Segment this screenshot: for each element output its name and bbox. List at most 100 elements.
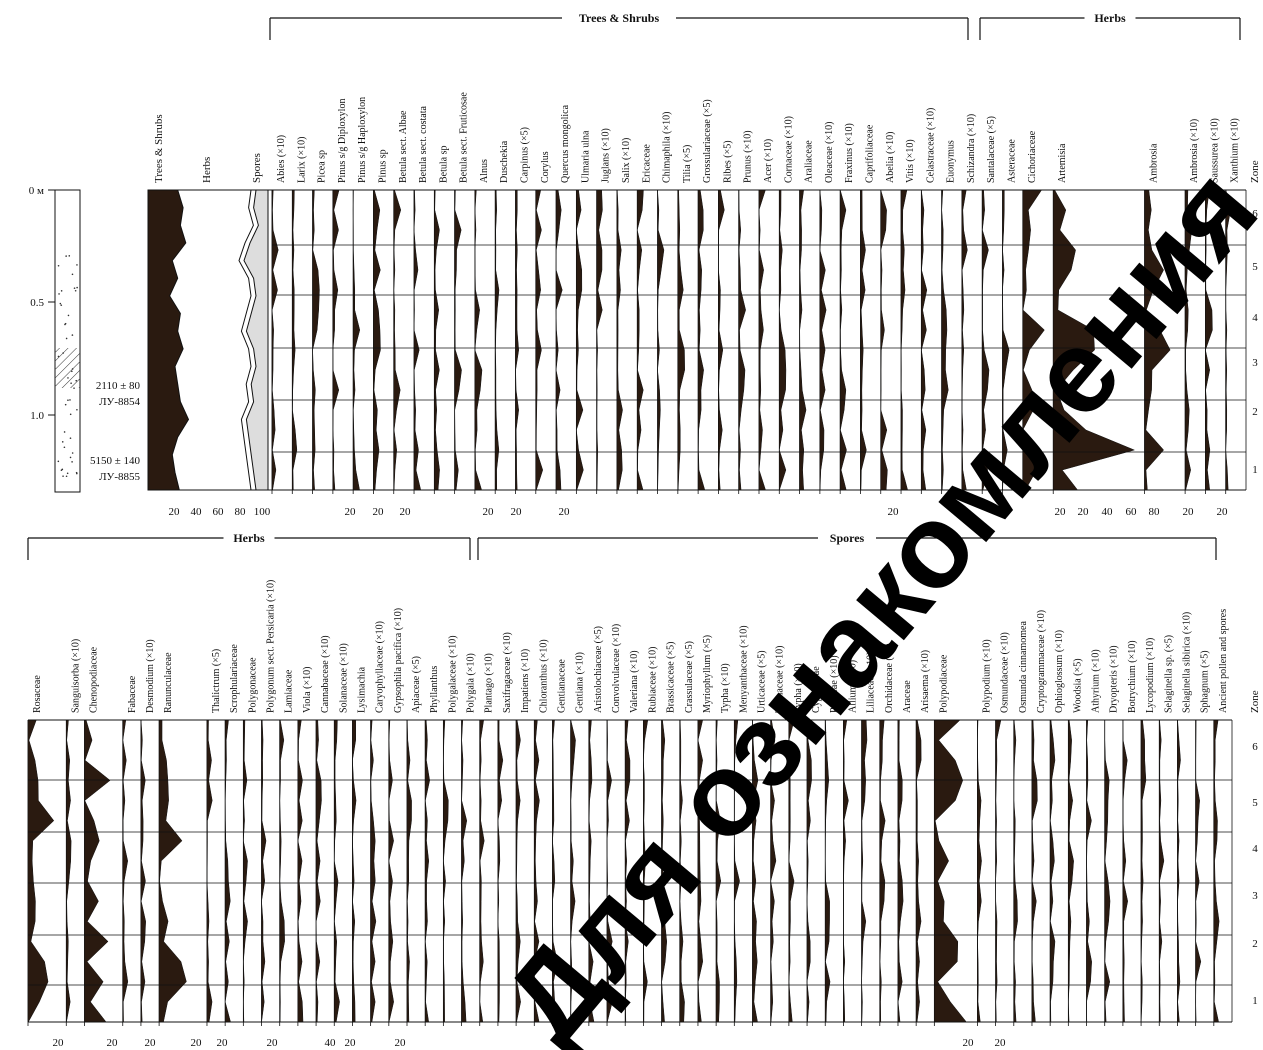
section-dot xyxy=(67,399,69,402)
taxon-label: Phyllanthus xyxy=(429,666,440,713)
taxon-label: Poaceae (×10) xyxy=(829,655,840,713)
zone-number: 4 xyxy=(1252,312,1258,324)
taxon-curve xyxy=(1144,189,1171,491)
taxon-curve xyxy=(552,719,558,1023)
taxon-curve xyxy=(406,719,412,1023)
summary-label: Spores xyxy=(251,153,263,183)
taxon-label: Artemisia xyxy=(1057,143,1068,183)
taxon-curve xyxy=(788,719,795,1023)
taxon-label: Salix (×10) xyxy=(621,138,632,183)
taxon-label: Ericaceae xyxy=(641,144,652,183)
taxon-label: Fraxinus (×10) xyxy=(844,123,855,183)
zone-number: 1 xyxy=(1252,464,1258,476)
taxon-curve xyxy=(643,719,649,1023)
taxon-curve xyxy=(1013,719,1018,1023)
zone-label: Zone xyxy=(1249,160,1261,183)
zone-number: 5 xyxy=(1252,261,1258,273)
taxon-curve xyxy=(897,719,904,1023)
taxon-label: Lamiaceae xyxy=(284,669,295,713)
depth-label: 0 м xyxy=(29,185,44,197)
taxon-label: Saxifragaceae (×10) xyxy=(502,632,513,713)
taxon-label: Betula sect. Albae xyxy=(398,110,409,183)
taxon-curve xyxy=(677,189,685,491)
taxon-curve xyxy=(697,719,704,1023)
taxon-label: Crassulaceae (×5) xyxy=(684,641,695,713)
taxon-label: Woodsia (×5) xyxy=(1072,658,1083,713)
scale-tick: 20 xyxy=(1183,506,1195,518)
taxon-curve xyxy=(606,719,613,1023)
trees-shrubs-curve xyxy=(147,189,190,491)
taxon-curve xyxy=(934,719,967,1023)
taxon-curve xyxy=(718,189,725,491)
taxon-label: Betula sect. Fruticosae xyxy=(459,92,470,183)
taxon-curve xyxy=(941,189,949,491)
taxon-label: Polygala (×10) xyxy=(466,653,477,713)
taxon-curve xyxy=(315,719,322,1023)
section-dot xyxy=(61,441,64,443)
scale-tick: 20 xyxy=(995,1037,1007,1049)
taxon-label: Cannabaceae (×10) xyxy=(320,635,331,713)
zone-number: 4 xyxy=(1252,843,1258,855)
scale-tick: 20 xyxy=(1055,506,1067,518)
taxon-label: Urticaceae (×5) xyxy=(757,650,768,713)
taxon-curve xyxy=(27,719,55,1023)
taxon-label: Polygonaceae xyxy=(247,657,258,713)
zone-number: 3 xyxy=(1252,357,1258,369)
taxon-label: Alnus xyxy=(479,159,490,183)
taxon-label: Myriophyllum (×5) xyxy=(702,635,713,713)
taxon-label: Typhaceae (×10) xyxy=(775,646,786,713)
taxon-curve xyxy=(1049,719,1056,1023)
summary-tick: 20 xyxy=(169,506,181,518)
taxon-label: Caprifoliaceae xyxy=(864,124,875,183)
taxon-label: Convolvulaceae (×10) xyxy=(611,624,622,713)
taxon-curve xyxy=(715,719,722,1023)
taxon-curve xyxy=(758,189,766,491)
taxon-label: Thalictrum (×5) xyxy=(211,649,222,713)
taxon-curve xyxy=(637,189,644,491)
taxon-curve xyxy=(140,719,146,1023)
taxon-label: Gentianaceae xyxy=(556,659,567,713)
date-lab: ЛУ-8854 xyxy=(99,396,140,408)
taxon-curve xyxy=(921,189,928,491)
scale-tick: 20 xyxy=(963,1037,975,1049)
taxon-curve xyxy=(312,189,320,491)
section-dot xyxy=(71,370,73,373)
section-dot xyxy=(59,302,62,305)
taxon-label: Ulmaria ulna xyxy=(580,130,591,183)
taxon-curve xyxy=(555,189,563,491)
taxon-label: Osmundaceae (×10) xyxy=(1000,632,1011,713)
scale-tick: 20 xyxy=(107,1037,119,1049)
taxon-curve xyxy=(497,719,504,1023)
taxon-curve xyxy=(224,719,231,1023)
zone-number: 2 xyxy=(1252,938,1258,950)
taxon-label: Acer (×10) xyxy=(763,139,774,183)
taxon-curve xyxy=(576,189,584,491)
taxon-label: Prunus (×10) xyxy=(743,130,754,183)
taxon-label: Ophioglossum (×10) xyxy=(1054,630,1065,713)
taxon-curve xyxy=(388,719,394,1023)
taxon-curve xyxy=(779,189,787,491)
taxon-label: Ancient pollen and spores xyxy=(1218,609,1229,713)
taxon-label: Scrophulariaceae xyxy=(229,644,240,713)
scale-tick: 20 xyxy=(483,506,495,518)
taxon-curve xyxy=(657,189,665,491)
zone-number: 6 xyxy=(1252,208,1258,220)
taxon-curve xyxy=(352,189,361,491)
scale-tick: 20 xyxy=(53,1037,65,1049)
taxon-label: Solanaceae (×10) xyxy=(338,643,349,713)
taxon-curve xyxy=(1225,189,1231,491)
taxon-label: Grossulariaceae (×5) xyxy=(702,99,713,183)
taxon-curve xyxy=(66,719,72,1023)
group-label: Trees & Shrubs xyxy=(579,11,660,25)
zone-number: 3 xyxy=(1252,890,1258,902)
taxon-curve xyxy=(1104,719,1111,1023)
taxon-label: Larix (×10) xyxy=(296,137,307,183)
section-dot xyxy=(63,446,66,449)
taxon-curve xyxy=(977,719,982,1023)
scale-tick: 20 xyxy=(1217,506,1229,518)
taxon-curve xyxy=(393,189,402,491)
taxon-curve xyxy=(297,719,304,1023)
scale-tick: 60 xyxy=(1126,506,1138,518)
taxon-curve xyxy=(352,719,357,1023)
